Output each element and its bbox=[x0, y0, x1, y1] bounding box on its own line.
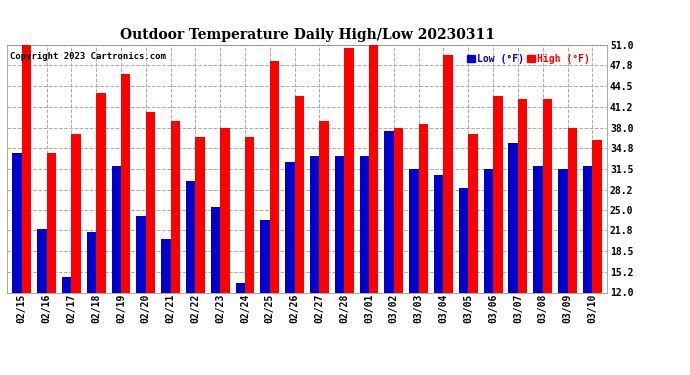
Bar bbox=[270, 61, 279, 369]
Bar bbox=[409, 169, 419, 369]
Bar bbox=[543, 99, 552, 369]
Bar bbox=[567, 128, 577, 369]
Bar bbox=[245, 137, 255, 369]
Legend: Low (°F), High (°F): Low (°F), High (°F) bbox=[463, 50, 593, 68]
Bar bbox=[121, 74, 130, 369]
Bar bbox=[146, 112, 155, 369]
Bar bbox=[285, 162, 295, 369]
Bar bbox=[444, 54, 453, 369]
Bar bbox=[558, 169, 567, 369]
Bar bbox=[235, 283, 245, 369]
Bar bbox=[335, 156, 344, 369]
Bar bbox=[220, 128, 230, 369]
Bar bbox=[469, 134, 477, 369]
Bar bbox=[195, 137, 205, 369]
Bar bbox=[295, 96, 304, 369]
Bar bbox=[344, 48, 354, 369]
Bar bbox=[369, 42, 379, 369]
Bar bbox=[592, 140, 602, 369]
Text: Copyright 2023 Cartronics.com: Copyright 2023 Cartronics.com bbox=[10, 53, 166, 62]
Bar bbox=[186, 182, 195, 369]
Bar bbox=[260, 219, 270, 369]
Bar bbox=[319, 121, 329, 369]
Bar bbox=[137, 216, 146, 369]
Bar bbox=[533, 166, 543, 369]
Bar bbox=[493, 96, 502, 369]
Bar bbox=[22, 45, 31, 369]
Title: Outdoor Temperature Daily High/Low 20230311: Outdoor Temperature Daily High/Low 20230… bbox=[119, 28, 495, 42]
Bar bbox=[509, 143, 518, 369]
Bar bbox=[47, 153, 56, 369]
Bar bbox=[161, 238, 170, 369]
Bar bbox=[434, 175, 444, 369]
Bar bbox=[112, 166, 121, 369]
Bar bbox=[37, 229, 47, 369]
Bar bbox=[211, 207, 220, 369]
Bar bbox=[394, 128, 403, 369]
Bar bbox=[419, 124, 428, 369]
Bar bbox=[170, 121, 180, 369]
Bar bbox=[518, 99, 527, 369]
Bar bbox=[96, 93, 106, 369]
Bar bbox=[87, 232, 96, 369]
Bar bbox=[71, 134, 81, 369]
Bar bbox=[484, 169, 493, 369]
Bar bbox=[583, 166, 592, 369]
Bar bbox=[310, 156, 319, 369]
Bar bbox=[12, 153, 22, 369]
Bar bbox=[459, 188, 469, 369]
Bar bbox=[62, 277, 71, 369]
Bar bbox=[384, 130, 394, 369]
Bar bbox=[359, 156, 369, 369]
